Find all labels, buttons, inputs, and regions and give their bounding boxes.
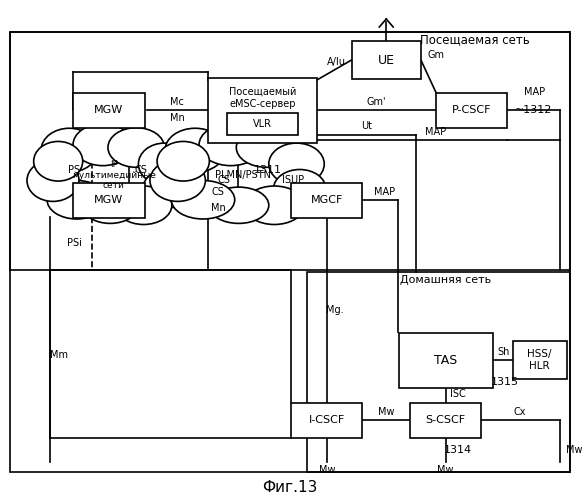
Ellipse shape bbox=[199, 124, 263, 166]
Text: MGW: MGW bbox=[94, 105, 124, 115]
Ellipse shape bbox=[274, 170, 326, 208]
Bar bbox=[352, 41, 421, 79]
Ellipse shape bbox=[73, 124, 132, 166]
Text: PSi: PSi bbox=[67, 238, 81, 248]
Ellipse shape bbox=[82, 187, 138, 224]
Ellipse shape bbox=[244, 186, 305, 224]
Text: CS: CS bbox=[217, 175, 230, 185]
Text: 1315: 1315 bbox=[491, 377, 519, 387]
Ellipse shape bbox=[209, 187, 269, 224]
Text: ISUP: ISUP bbox=[282, 175, 304, 185]
Ellipse shape bbox=[236, 128, 297, 168]
Text: Фиг.13: Фиг.13 bbox=[263, 480, 318, 496]
Bar bbox=[291, 182, 363, 218]
Text: IP
мультимедийные
сети: IP мультимедийные сети bbox=[72, 160, 156, 190]
Bar bbox=[73, 92, 145, 128]
Bar bbox=[410, 402, 481, 438]
Text: CS: CS bbox=[212, 187, 224, 197]
Ellipse shape bbox=[41, 128, 97, 172]
Text: MAP: MAP bbox=[524, 87, 546, 97]
Text: ISC: ISC bbox=[449, 389, 465, 399]
Text: 1314: 1314 bbox=[444, 445, 472, 455]
Text: Mc: Mc bbox=[171, 97, 184, 107]
Bar bbox=[227, 113, 298, 135]
Text: P-CSCF: P-CSCF bbox=[452, 105, 491, 115]
Bar bbox=[73, 182, 145, 218]
Text: Посещаемая сеть: Посещаемая сеть bbox=[421, 34, 530, 46]
Text: VLR: VLR bbox=[253, 119, 272, 129]
Text: 1311: 1311 bbox=[253, 165, 281, 175]
Text: Mm: Mm bbox=[50, 350, 69, 360]
Text: PLMN/PSTN: PLMN/PSTN bbox=[214, 170, 271, 180]
Ellipse shape bbox=[33, 142, 83, 181]
Ellipse shape bbox=[108, 128, 165, 168]
Ellipse shape bbox=[47, 180, 107, 219]
Text: Gm': Gm' bbox=[367, 97, 386, 107]
Text: Посещаемый: Посещаемый bbox=[229, 87, 296, 97]
Text: A/Iu: A/Iu bbox=[327, 57, 346, 67]
Text: Mw: Mw bbox=[437, 465, 454, 475]
Ellipse shape bbox=[143, 170, 192, 208]
Text: S-CSCF: S-CSCF bbox=[425, 415, 466, 425]
Text: MGCF: MGCF bbox=[311, 195, 343, 205]
Ellipse shape bbox=[115, 186, 172, 224]
Ellipse shape bbox=[269, 143, 324, 185]
Bar bbox=[513, 341, 567, 379]
Text: ~1312: ~1312 bbox=[515, 105, 553, 115]
Ellipse shape bbox=[27, 160, 79, 202]
Text: Cx: Cx bbox=[514, 407, 526, 417]
Bar bbox=[307, 272, 570, 472]
Text: UE: UE bbox=[378, 54, 395, 66]
Text: PS: PS bbox=[68, 165, 80, 175]
Text: eMSC-сервер: eMSC-сервер bbox=[229, 99, 296, 109]
Text: CS: CS bbox=[134, 165, 147, 175]
Text: Gm: Gm bbox=[427, 50, 444, 60]
Text: MAP: MAP bbox=[425, 127, 447, 137]
Bar bbox=[208, 78, 317, 142]
Bar bbox=[291, 402, 363, 438]
Text: Mg.: Mg. bbox=[326, 305, 343, 315]
Text: TAS: TAS bbox=[434, 354, 457, 366]
Bar bbox=[398, 332, 493, 388]
Text: Домашняя сеть: Домашняя сеть bbox=[400, 275, 491, 285]
Ellipse shape bbox=[165, 128, 225, 172]
Bar bbox=[436, 92, 507, 128]
Text: I-CSCF: I-CSCF bbox=[309, 415, 345, 425]
Bar bbox=[10, 32, 570, 472]
Text: Mw: Mw bbox=[378, 407, 394, 417]
Ellipse shape bbox=[138, 143, 190, 185]
Ellipse shape bbox=[157, 142, 209, 181]
Text: Sh: Sh bbox=[497, 347, 509, 357]
Text: Mw: Mw bbox=[319, 465, 335, 475]
Text: Ut: Ut bbox=[361, 121, 372, 131]
Text: MAP: MAP bbox=[374, 187, 395, 197]
Text: Mn: Mn bbox=[210, 203, 225, 213]
Text: HSS/
HLR: HSS/ HLR bbox=[527, 349, 552, 371]
Text: Mw: Mw bbox=[567, 445, 583, 455]
Ellipse shape bbox=[171, 180, 235, 219]
Text: MGW: MGW bbox=[94, 195, 124, 205]
Bar bbox=[10, 32, 570, 270]
Ellipse shape bbox=[47, 128, 180, 222]
Text: Mn: Mn bbox=[170, 113, 185, 123]
Ellipse shape bbox=[171, 128, 314, 222]
Ellipse shape bbox=[150, 160, 206, 202]
